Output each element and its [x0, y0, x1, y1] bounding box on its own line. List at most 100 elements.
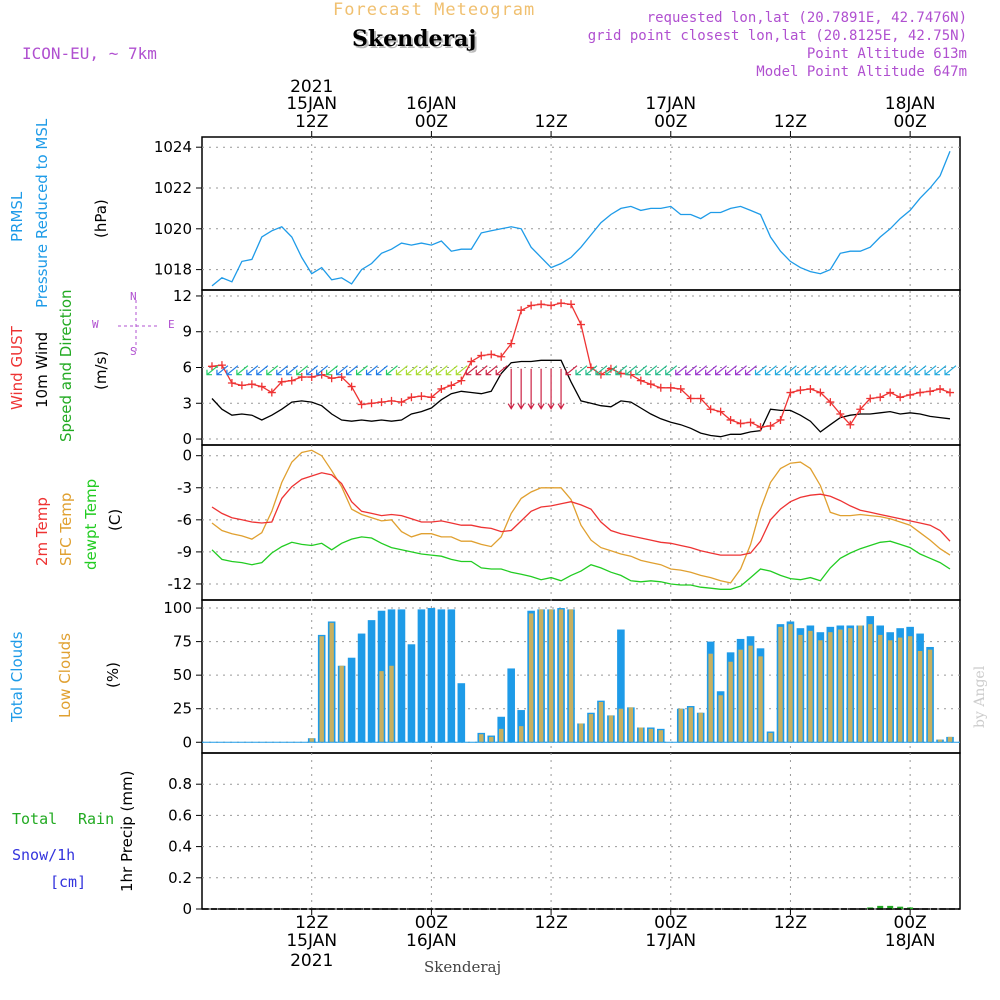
gust-point-26: [467, 357, 476, 366]
precip-rain-label: Rain: [78, 810, 115, 828]
gust-point-30: [507, 339, 516, 348]
gust-point-19: [397, 398, 406, 407]
wind-arrow-40: [605, 365, 618, 376]
low-cloud-bar-71: [917, 651, 923, 743]
wind-arrow-7: [276, 365, 289, 376]
ytick-label-3-1: 25: [173, 700, 192, 718]
sfc-temp-line: [211, 449, 951, 584]
wind-arrow-43: [635, 365, 648, 376]
gust-point-34: [547, 301, 556, 310]
wind-arrow-4: [246, 365, 259, 376]
low-cloud-bar-51: [718, 695, 723, 743]
total-cloud-bar-30: [507, 668, 515, 743]
bottom-hour-label-2: 12Z: [534, 913, 567, 933]
ytick-label-4-0: 0: [182, 900, 192, 918]
wind-arrow-23: [435, 365, 448, 376]
ytick-label-1-0: 0: [182, 430, 192, 448]
wind-arrow-22: [425, 365, 438, 376]
wind-arrow-17: [375, 365, 388, 376]
gridpoint-coords: grid point closest lon,lat (20.8125E, 42…: [587, 28, 967, 44]
gust-point-33: [537, 300, 546, 309]
gust-point-32: [527, 301, 536, 310]
gust-point-67: [876, 393, 885, 402]
wind-arrow-35: [557, 368, 565, 410]
clouds-total-label: Total Clouds: [8, 631, 26, 722]
gust-point-74: [946, 388, 955, 397]
ytick-label-1-4: 12: [173, 287, 192, 305]
gust-point-56: [766, 421, 775, 430]
wind-arrow-12: [326, 365, 339, 376]
low-cloud-bar-27: [479, 734, 484, 743]
gust-point-65: [856, 405, 865, 414]
precip-bar-3: [897, 906, 904, 909]
wind-arrow-65: [854, 365, 867, 376]
low-cloud-bar-33: [538, 609, 544, 743]
low-cloud-bar-74: [947, 736, 953, 743]
precip-total-label: Total: [12, 810, 58, 828]
low-cloud-bar-61: [818, 640, 823, 743]
total-cloud-bar-25: [457, 683, 466, 743]
bottom-hour-label-5: 00Z: [893, 913, 926, 933]
low-cloud-bar-41: [618, 708, 624, 743]
low-cloud-bar-11: [319, 636, 324, 743]
wind-arrow-30: [507, 368, 515, 410]
ytick-label-0-2: 1022: [154, 179, 192, 197]
gust-point-63: [836, 410, 845, 418]
gust-point-22: [427, 393, 436, 402]
gust-point-48: [686, 394, 695, 403]
wind-arrow-29: [495, 365, 508, 376]
wind-arrow-68: [884, 365, 897, 376]
low-cloud-bar-49: [698, 712, 703, 743]
low-cloud-bar-60: [808, 630, 813, 743]
clouds-unit: (%): [104, 662, 122, 688]
wind-arrow-51: [715, 365, 728, 376]
gust-point-66: [866, 394, 875, 403]
low-cloud-bar-62: [828, 632, 833, 743]
ytick-label-3-3: 75: [173, 633, 192, 651]
low-cloud-bar-39: [598, 702, 604, 743]
wind-arrow-71: [914, 365, 927, 376]
top-date-label-5: 18JAN: [885, 94, 936, 114]
gust-point-64: [846, 420, 855, 429]
dewpt-line: [211, 536, 951, 590]
gust-point-59: [796, 386, 805, 395]
gust-point-8: [287, 376, 296, 385]
low-cloud-bar-53: [738, 649, 743, 743]
gust-point-31: [517, 306, 526, 315]
bottom-hour-label-3: 00Z: [654, 913, 687, 933]
wind-arrow-10: [306, 365, 319, 376]
gust-point-54: [746, 418, 755, 427]
low-cloud-bar-54: [748, 645, 753, 743]
gust-point-18: [387, 396, 396, 405]
model-label: ICON-EU, ~ 7km: [22, 44, 157, 63]
gust-point-73: [936, 384, 945, 393]
wind-arrow-14: [346, 365, 358, 376]
total-cloud-bar-15: [357, 633, 366, 743]
ytick-label-0-3: 1024: [154, 138, 192, 156]
low-cloud-bar-56: [768, 732, 773, 743]
ytick-label-2-0: 0: [182, 447, 192, 465]
station-title: Skenderaj: [352, 26, 477, 52]
gust-point-9: [297, 373, 306, 382]
total-cloud-bar-14: [347, 657, 356, 743]
point-altitude: Point Altitude 613m: [806, 46, 967, 62]
gust-point-15: [357, 400, 366, 409]
low-cloud-bar-69: [897, 637, 903, 743]
wind-arrow-50: [705, 365, 718, 376]
wind-arrow-47: [675, 365, 688, 376]
precip-bar-0: [867, 907, 874, 909]
gust-point-49: [696, 394, 705, 403]
gust-point-53: [736, 419, 745, 428]
panel-frame-0: [201, 136, 961, 291]
wind-arrow-44: [645, 365, 658, 376]
ytick-label-1-2: 6: [182, 359, 192, 377]
low-cloud-bar-12: [329, 622, 334, 743]
gust-point-27: [477, 351, 486, 360]
bottom-date-label-5: 18JAN: [885, 931, 936, 951]
wind-speed-line: [211, 359, 951, 438]
wind-arrow-39: [595, 365, 608, 376]
top-date-label-0: 15JAN: [286, 94, 337, 114]
ytick-label-4-4: 0.8: [168, 775, 192, 793]
low-cloud-bar-40: [608, 715, 614, 743]
